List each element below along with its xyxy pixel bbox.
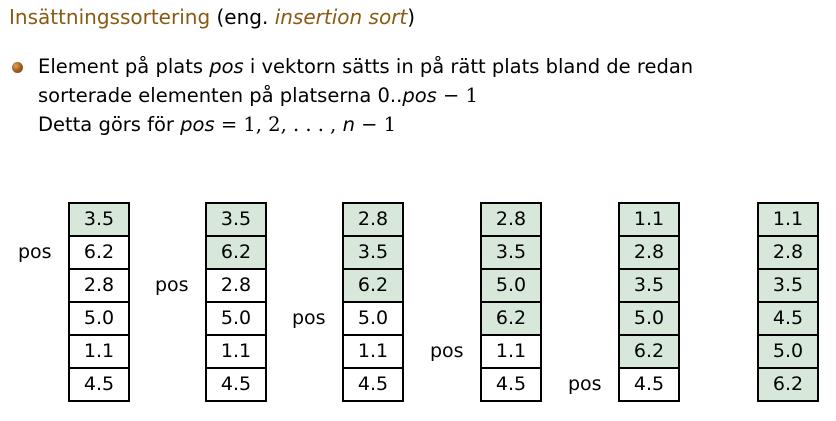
array-cell: 6.2 xyxy=(618,334,680,369)
pos-label: pos xyxy=(430,340,464,362)
title-english: insertion sort xyxy=(274,5,408,29)
array-cell: 6.2 xyxy=(205,235,267,270)
array-cell: 2.8 xyxy=(618,235,680,270)
array-cell: 3.5 xyxy=(618,268,680,303)
math-var: pos xyxy=(402,84,437,107)
array-cell: 5.0 xyxy=(205,301,267,336)
array-cell: 5.0 xyxy=(618,301,680,336)
text: Element på plats xyxy=(38,55,210,78)
array-step: 1.1 2.8 3.5 5.0 6.2 4.5 xyxy=(618,202,680,402)
bullet-item: Element på plats pos i vektorn sätts in … xyxy=(12,52,693,139)
array-cell: 3.5 xyxy=(480,235,542,270)
array-cell: 5.0 xyxy=(342,301,404,336)
array-step: 3.5 6.2 2.8 5.0 1.1 4.5 xyxy=(68,202,130,402)
math-var: pos xyxy=(209,55,244,78)
bullet-line-3: Detta görs för pos = 1, 2, . . . , n − 1 xyxy=(38,110,693,139)
array-step: 3.5 6.2 2.8 5.0 1.1 4.5 xyxy=(205,202,267,402)
array-cell: 1.1 xyxy=(68,334,130,369)
bullet-line-2: sorterade elementen på platserna 0..pos … xyxy=(38,81,693,110)
array-cell: 3.5 xyxy=(68,202,130,237)
array-cell: 3.5 xyxy=(757,268,819,303)
math-expr: − 1 xyxy=(354,113,397,136)
array-step: 2.8 3.5 6.2 5.0 1.1 4.5 xyxy=(342,202,404,402)
title-main: Insättningssortering xyxy=(9,5,211,29)
title-paren-close: ) xyxy=(407,5,416,29)
bullet-dot-icon xyxy=(12,62,23,73)
bullet-line-1: Element på plats pos i vektorn sätts in … xyxy=(38,52,693,81)
array-cell: 4.5 xyxy=(480,367,542,402)
array-cell: 3.5 xyxy=(342,235,404,270)
array-cell: 4.5 xyxy=(618,367,680,402)
pos-label: pos xyxy=(292,307,326,329)
array-cell: 2.8 xyxy=(342,202,404,237)
array-cell: 3.5 xyxy=(205,202,267,237)
math-expr: = 1, 2, . . . , xyxy=(214,113,343,136)
pos-label: pos xyxy=(18,241,52,263)
pos-label: pos xyxy=(155,274,189,296)
math-var: pos xyxy=(180,113,215,136)
array-cell: 1.1 xyxy=(205,334,267,369)
array-cell: 2.8 xyxy=(480,202,542,237)
slide-title: Insättningssortering (eng. insertion sor… xyxy=(9,4,415,30)
array-cell: 4.5 xyxy=(342,367,404,402)
array-cell: 1.1 xyxy=(480,334,542,369)
array-step: 2.8 3.5 5.0 6.2 1.1 4.5 xyxy=(480,202,542,402)
array-cell: 4.5 xyxy=(205,367,267,402)
array-cell: 5.0 xyxy=(480,268,542,303)
math-expr: − 1 xyxy=(436,84,478,107)
array-cell: 4.5 xyxy=(757,301,819,336)
array-cell: 6.2 xyxy=(68,235,130,270)
array-step: 1.1 2.8 3.5 4.5 5.0 6.2 xyxy=(757,202,819,402)
array-cell: 1.1 xyxy=(618,202,680,237)
array-cell: 4.5 xyxy=(68,367,130,402)
array-cell: 1.1 xyxy=(757,202,819,237)
math-var: n xyxy=(342,113,355,136)
array-cell: 2.8 xyxy=(757,235,819,270)
array-cell: 1.1 xyxy=(342,334,404,369)
array-cell: 2.8 xyxy=(205,268,267,303)
pos-label: pos xyxy=(568,373,602,395)
title-paren-open: (eng. xyxy=(210,5,275,29)
array-cell: 5.0 xyxy=(68,301,130,336)
array-cell: 2.8 xyxy=(68,268,130,303)
array-cell: 5.0 xyxy=(757,334,819,369)
array-cell: 6.2 xyxy=(342,268,404,303)
text: i vektorn sätts in på rätt plats bland d… xyxy=(243,55,694,78)
array-cell: 6.2 xyxy=(480,301,542,336)
text: sorterade elementen på platserna 0.. xyxy=(38,84,403,107)
array-cell: 6.2 xyxy=(757,367,819,402)
text: Detta görs för xyxy=(38,113,181,136)
